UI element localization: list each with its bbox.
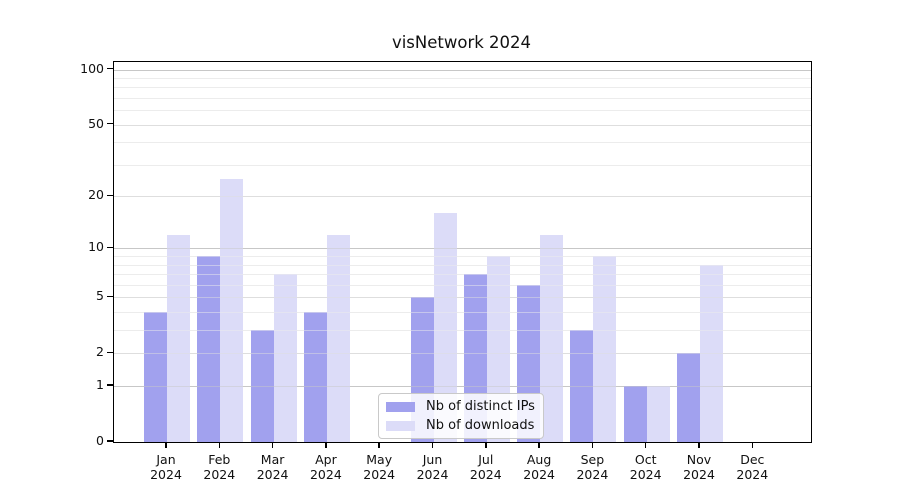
x-tick-mark-oct — [644, 442, 647, 448]
x-tick-label-dec: Dec 2024 — [736, 452, 769, 482]
x-tick-label-jun: Jun 2024 — [416, 452, 449, 482]
x-tick-label-nov: Nov 2024 — [683, 452, 715, 482]
gridline-9 — [114, 256, 811, 258]
y-tick-label-1: 1 — [96, 377, 104, 393]
x-tick-mark-jan — [165, 442, 167, 448]
y-tick-label-5: 5 — [96, 288, 104, 304]
gridline-40 — [114, 142, 811, 144]
y-tick-mark-20 — [107, 194, 113, 197]
legend-entry-distinct-ips: Nb of distinct IPs — [386, 399, 543, 414]
gridline-10 — [114, 248, 811, 250]
gridline-5 — [114, 297, 811, 299]
x-tick-label-aug: Aug 2024 — [523, 452, 555, 482]
gridline-4 — [114, 312, 811, 314]
gridline-100 — [114, 69, 811, 71]
y-tick-mark-100 — [107, 67, 113, 70]
gridline-30 — [114, 164, 811, 166]
gridline-1 — [114, 386, 811, 388]
x-tick-mark-dec — [751, 442, 754, 448]
y-tick-label-10: 10 — [88, 239, 104, 255]
x-tick-mark-may — [378, 442, 380, 448]
legend-swatch-downloads — [386, 420, 415, 431]
y-tick-mark-50 — [107, 122, 113, 125]
x-tick-mark-apr — [325, 442, 327, 448]
bar-ips-feb — [197, 256, 221, 442]
x-tick-label-sep: Sep 2024 — [576, 452, 609, 482]
x-tick-mark-nov — [698, 442, 700, 448]
gridline-3 — [114, 330, 811, 332]
y-tick-mark-5 — [107, 295, 113, 298]
gridline-20 — [114, 196, 811, 198]
y-tick-mark-0 — [107, 440, 113, 442]
bar-ips-jan — [144, 312, 167, 442]
y-tick-mark-10 — [107, 246, 113, 249]
gridline-2 — [114, 353, 811, 355]
x-tick-mark-jun — [431, 442, 434, 448]
x-tick-mark-aug — [538, 442, 540, 448]
x-tick-mark-mar — [271, 442, 274, 448]
y-tick-label-2: 2 — [96, 344, 104, 360]
gridline-70 — [114, 98, 811, 99]
x-tick-mark-feb — [218, 442, 221, 448]
legend-label-distinct-ips: Nb of distinct IPs — [426, 399, 535, 414]
bar-downloads-apr — [326, 235, 350, 442]
legend-swatch-distinct-ips — [386, 401, 415, 412]
y-tick-mark-1 — [107, 384, 113, 386]
bar-downloads-aug — [540, 235, 564, 442]
legend: Nb of distinct IPs Nb of downloads — [378, 393, 544, 439]
x-tick-label-mar: Mar 2024 — [256, 452, 289, 482]
gridline-50 — [114, 124, 811, 126]
chart-title: visNetwork 2024 — [391, 33, 532, 52]
plot-area — [113, 61, 812, 443]
x-tick-mark-jul — [485, 442, 487, 448]
y-tick-label-20: 20 — [88, 187, 104, 203]
x-tick-label-jan: Jan 2024 — [150, 452, 182, 482]
x-tick-label-apr: Apr 2024 — [309, 452, 342, 482]
legend-entry-downloads: Nb of downloads — [386, 418, 543, 433]
bar-downloads-jan — [167, 235, 190, 442]
bar-ips-nov — [677, 353, 700, 442]
legend-label-downloads: Nb of downloads — [426, 418, 535, 433]
x-tick-label-may: May 2024 — [363, 452, 396, 482]
bar-ips-oct — [623, 386, 647, 442]
bar-downloads-feb — [220, 179, 244, 442]
gridline-6 — [114, 284, 811, 286]
y-tick-mark-2 — [107, 351, 113, 354]
bar-downloads-mar — [273, 274, 297, 442]
bar-downloads-sep — [593, 256, 617, 442]
x-tick-label-jul: Jul 2024 — [469, 452, 502, 482]
gridline-90 — [114, 77, 811, 79]
gridline-8 — [114, 264, 811, 266]
y-tick-label-50: 50 — [88, 115, 104, 131]
bar-downloads-jun — [433, 213, 457, 442]
bar-ips-apr — [303, 312, 327, 442]
bar-downloads-oct — [646, 386, 670, 442]
gridline-60 — [114, 110, 811, 112]
x-tick-label-oct: Oct 2024 — [629, 452, 662, 482]
x-tick-mark-sep — [591, 442, 594, 448]
gridline-80 — [114, 87, 811, 89]
gridline-7 — [114, 274, 811, 276]
x-tick-label-feb: Feb 2024 — [203, 452, 236, 482]
y-tick-label-0: 0 — [96, 433, 104, 448]
y-tick-label-100: 100 — [80, 60, 104, 76]
